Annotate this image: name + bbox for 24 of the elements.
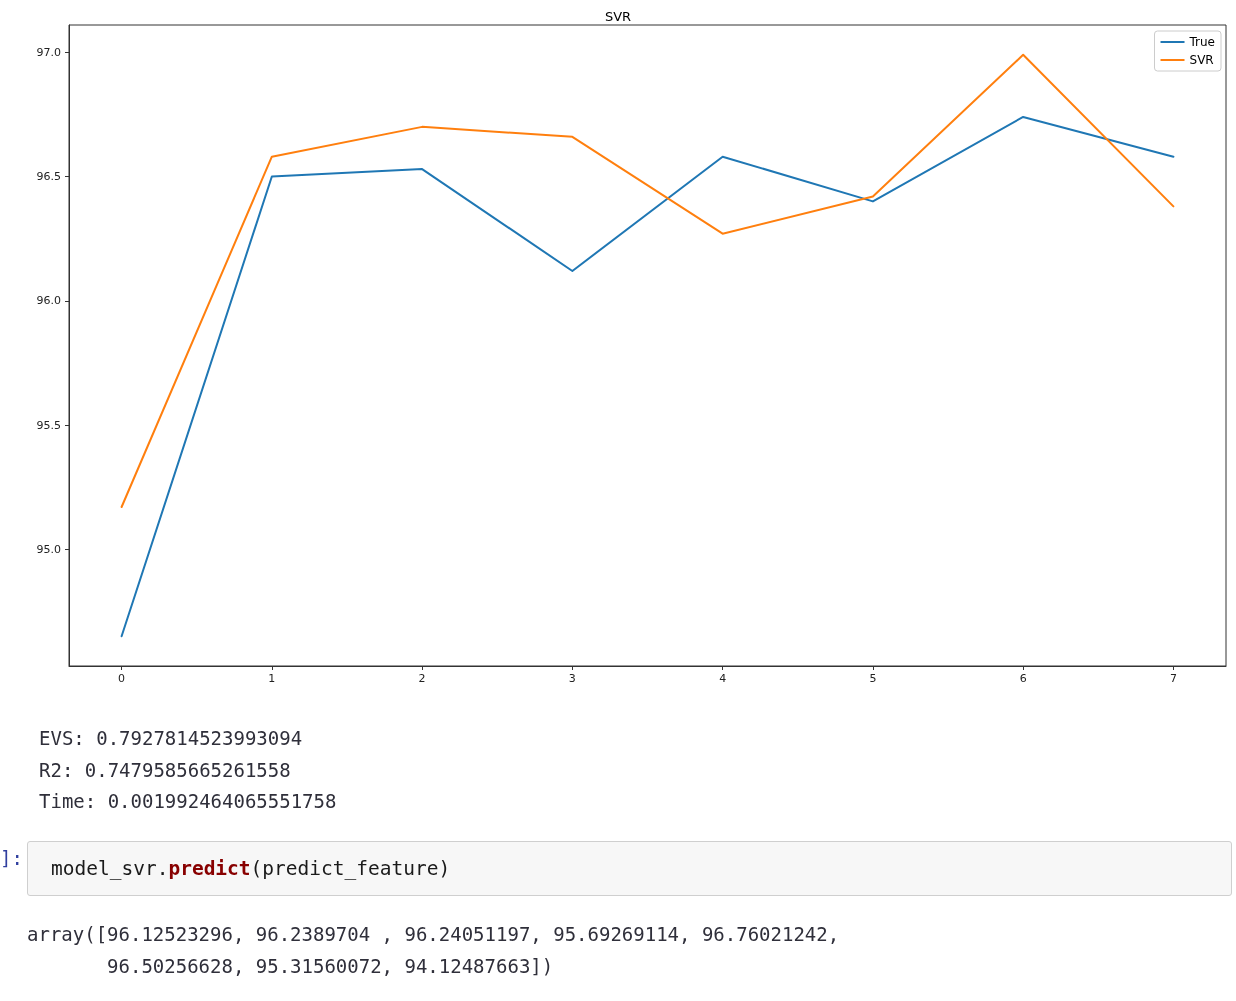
x-tick-label: 7 (1169, 672, 1177, 685)
x-tick-label: 3 (568, 672, 576, 685)
text: array([96.12523296, 96.2389704 , 96.24051197, 95.69269114, 96.76021242, 96.50256628, 95.31560072, 94.12487663]) (27, 922, 840, 979)
y-tick-label: 96.0 (36, 294, 61, 308)
y-tick-label: 96.5 (36, 170, 61, 184)
legend-label: True (1188, 35, 1216, 49)
x-tick-label: 0 (118, 672, 126, 685)
x-tick-label: 1 (268, 672, 276, 685)
x-tick-label: 5 (869, 672, 877, 685)
y-tick-label: 97.0 (36, 45, 61, 59)
text: Time: 0.001992464065551758 (39, 789, 337, 814)
text: ]: (0, 846, 23, 871)
text: R2: 0.7479585665261558 (39, 758, 291, 783)
chart-title: SVR (604, 9, 632, 24)
text: model_svr.predict(predict_feature) (51, 857, 451, 880)
line-series (120, 53, 1175, 508)
text: EVS: 0.7927814523993094 (39, 726, 303, 751)
y-tick-label: 95.5 (36, 418, 61, 432)
line-series (120, 115, 1175, 638)
y-tick-label: 95.0 (36, 542, 61, 556)
x-tick-label: 2 (418, 672, 426, 685)
x-tick-label: 6 (1019, 672, 1027, 685)
x-tick-label: 4 (719, 672, 727, 685)
legend-label: SVR (1189, 53, 1214, 67)
